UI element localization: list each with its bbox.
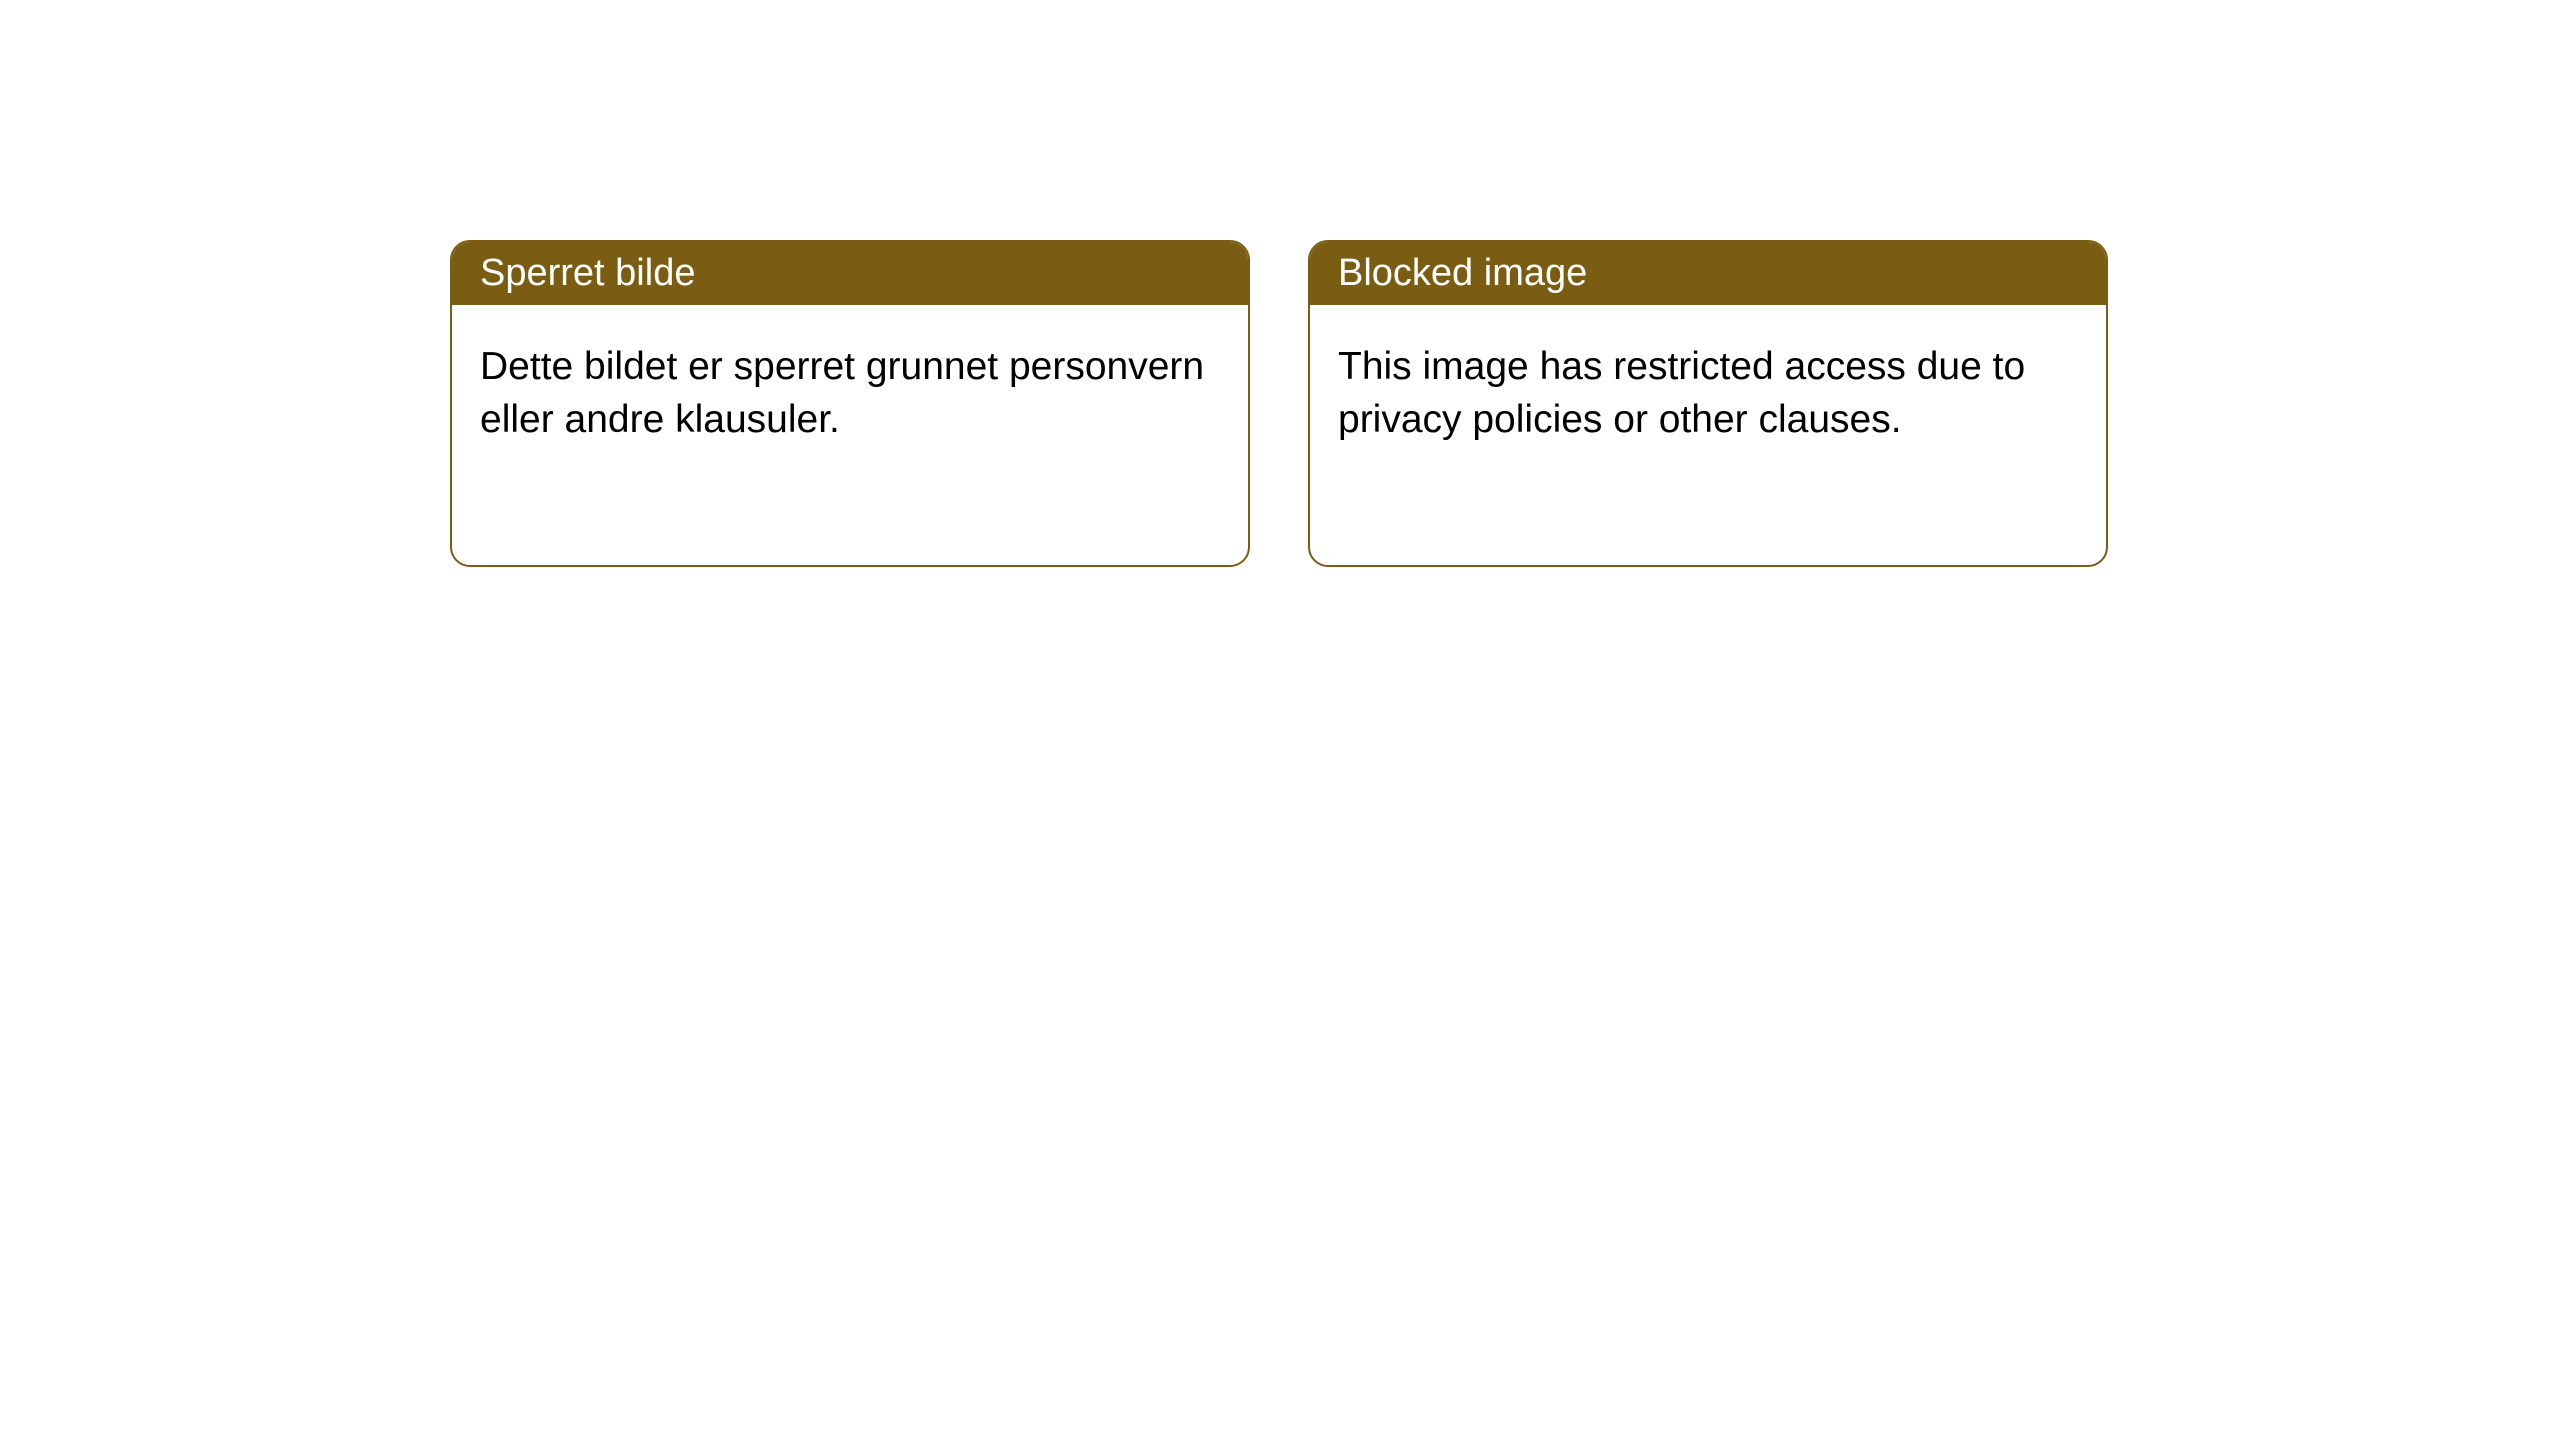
- card-header-english: Blocked image: [1310, 242, 2106, 305]
- blocked-image-notices: Sperret bilde Dette bildet er sperret gr…: [450, 240, 2560, 567]
- card-body-norwegian: Dette bildet er sperret grunnet personve…: [452, 305, 1248, 565]
- card-body-english: This image has restricted access due to …: [1310, 305, 2106, 565]
- blocked-image-card-norwegian: Sperret bilde Dette bildet er sperret gr…: [450, 240, 1250, 567]
- card-header-norwegian: Sperret bilde: [452, 242, 1248, 305]
- blocked-image-card-english: Blocked image This image has restricted …: [1308, 240, 2108, 567]
